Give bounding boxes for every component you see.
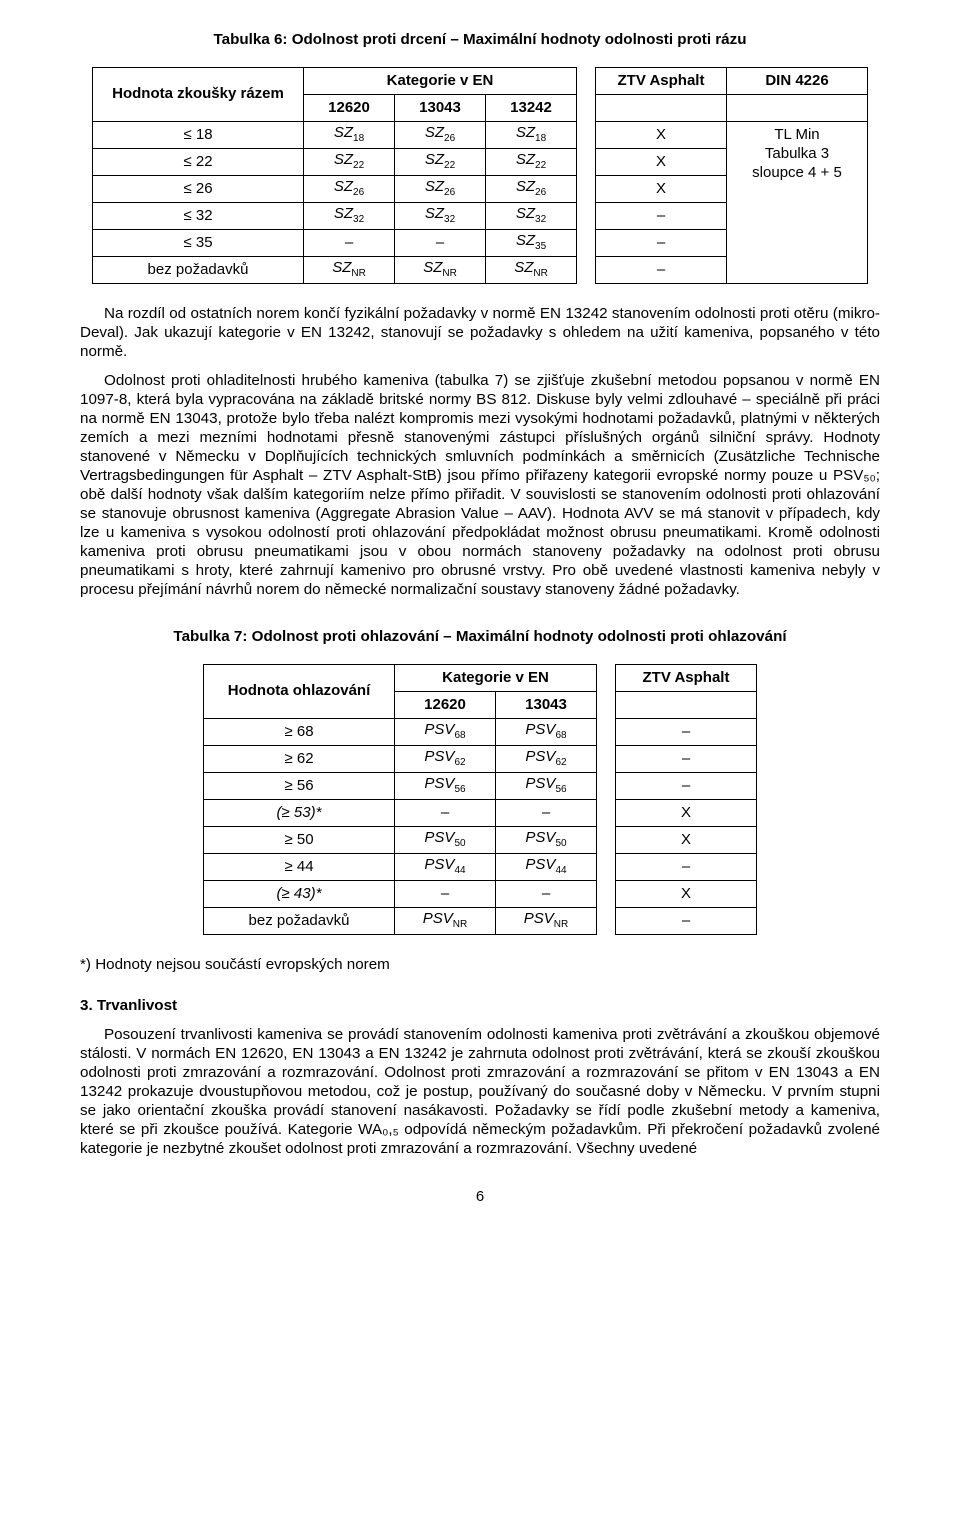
t7-sub-1: 13043	[496, 692, 597, 719]
t6-r0-c2: SZ26	[395, 122, 486, 149]
t6-r0-c1: SZ18	[304, 122, 395, 149]
t7-r3-a: –	[395, 800, 496, 827]
t6-r3-c3: SZ32	[486, 203, 577, 230]
t7-h-left: Hodnota ohlazování	[204, 665, 395, 719]
t6-h-left: Hodnota zkoušky rázem	[93, 68, 304, 122]
t7-h-cat: Kategorie v EN	[395, 665, 597, 692]
t7-r1-b: PSV62	[496, 746, 597, 773]
paragraph-1: Na rozdíl od ostatních norem končí fyzik…	[80, 304, 880, 361]
t7-r4-a: PSV50	[395, 827, 496, 854]
t6-r5-c2: SZNR	[395, 257, 486, 284]
t6-sub-2: 13242	[486, 95, 577, 122]
t7-r5-z: –	[616, 854, 757, 881]
t6-r2-ztv: X	[596, 176, 727, 203]
t7-r6-z: X	[616, 881, 757, 908]
table7-note: *) Hodnoty nejsou součástí evropských no…	[80, 955, 880, 974]
t7-r3-b: –	[496, 800, 597, 827]
t6-r2-c1: SZ26	[304, 176, 395, 203]
t6-r1-v: ≤ 22	[93, 149, 304, 176]
t7-r7-b: PSVNR	[496, 908, 597, 935]
t7-r0-a: PSV68	[395, 719, 496, 746]
table7-wrap: Hodnota ohlazování Kategorie v EN ZTV As…	[80, 664, 880, 935]
t6-r0-v: ≤ 18	[93, 122, 304, 149]
t6-r3-c2: SZ32	[395, 203, 486, 230]
t6-r3-v: ≤ 32	[93, 203, 304, 230]
t7-r7-z: –	[616, 908, 757, 935]
t6-h-ztv: ZTV Asphalt	[596, 68, 727, 95]
t7-r0-z: –	[616, 719, 757, 746]
t7-r4-b: PSV50	[496, 827, 597, 854]
t6-r1-ztv: X	[596, 149, 727, 176]
t6-sub-1: 13043	[395, 95, 486, 122]
t6-r3-c1: SZ32	[304, 203, 395, 230]
t7-h-ztv: ZTV Asphalt	[616, 665, 757, 692]
t6-r4-c3: SZ35	[486, 230, 577, 257]
t7-r1-v: ≥ 62	[204, 746, 395, 773]
t6-r0-c3: SZ18	[486, 122, 577, 149]
t6-ztv-blank	[596, 95, 727, 122]
t7-r2-z: –	[616, 773, 757, 800]
t7-r6-a: –	[395, 881, 496, 908]
t7-r6-b: –	[496, 881, 597, 908]
t7-gap	[597, 665, 616, 935]
t6-r2-c2: SZ26	[395, 176, 486, 203]
t7-r5-b: PSV44	[496, 854, 597, 881]
t7-r1-a: PSV62	[395, 746, 496, 773]
t6-r4-c1: –	[304, 230, 395, 257]
t7-r3-z: X	[616, 800, 757, 827]
t6-h-cat: Kategorie v EN	[304, 68, 577, 95]
t7-r2-v: ≥ 56	[204, 773, 395, 800]
t6-r4-ztv: –	[596, 230, 727, 257]
t6-din-merged: TL Min Tabulka 3 sloupce 4 + 5	[727, 122, 868, 284]
t7-r4-v: ≥ 50	[204, 827, 395, 854]
t7-r0-v: ≥ 68	[204, 719, 395, 746]
table7-title: Tabulka 7: Odolnost proti ohlazování – M…	[80, 627, 880, 646]
t7-r7-a: PSVNR	[395, 908, 496, 935]
table7: Hodnota ohlazování Kategorie v EN ZTV As…	[203, 664, 757, 935]
t7-r3-v: (≥ 53)*	[204, 800, 395, 827]
t6-r0-ztv: X	[596, 122, 727, 149]
t6-r4-c2: –	[395, 230, 486, 257]
t7-r7-v: bez požadavků	[204, 908, 395, 935]
t7-r6-v: (≥ 43)*	[204, 881, 395, 908]
t7-r4-z: X	[616, 827, 757, 854]
t6-r1-c1: SZ22	[304, 149, 395, 176]
t7-r5-a: PSV44	[395, 854, 496, 881]
t7-r1-z: –	[616, 746, 757, 773]
t6-r5-v: bez požadavků	[93, 257, 304, 284]
t6-r5-c3: SZNR	[486, 257, 577, 284]
t6-gap	[577, 68, 596, 284]
t6-r5-ztv: –	[596, 257, 727, 284]
t6-r3-ztv: –	[596, 203, 727, 230]
t7-r5-v: ≥ 44	[204, 854, 395, 881]
page: Tabulka 6: Odolnost proti drcení – Maxim…	[0, 0, 960, 1537]
table6-title: Tabulka 6: Odolnost proti drcení – Maxim…	[80, 30, 880, 49]
t6-r1-c2: SZ22	[395, 149, 486, 176]
t6-r1-c3: SZ22	[486, 149, 577, 176]
t7-r0-b: PSV68	[496, 719, 597, 746]
table6: Hodnota zkoušky rázem Kategorie v EN ZTV…	[92, 67, 868, 284]
t6-r5-c1: SZNR	[304, 257, 395, 284]
t6-r2-v: ≤ 26	[93, 176, 304, 203]
table6-wrap: Hodnota zkoušky rázem Kategorie v EN ZTV…	[80, 67, 880, 284]
section-3-head: 3. Trvanlivost	[80, 996, 880, 1015]
section-3-body: Posouzení trvanlivosti kameniva se prová…	[80, 1025, 880, 1158]
t6-r2-c3: SZ26	[486, 176, 577, 203]
t7-ztv-blank	[616, 692, 757, 719]
t6-r4-v: ≤ 35	[93, 230, 304, 257]
t6-h-din: DIN 4226	[727, 68, 868, 95]
t7-r2-b: PSV56	[496, 773, 597, 800]
t7-sub-0: 12620	[395, 692, 496, 719]
t6-sub-0: 12620	[304, 95, 395, 122]
t7-r2-a: PSV56	[395, 773, 496, 800]
t6-din-blank	[727, 95, 868, 122]
paragraph-2: Odolnost proti ohladitelnosti hrubého ka…	[80, 371, 880, 599]
page-number: 6	[80, 1188, 880, 1207]
